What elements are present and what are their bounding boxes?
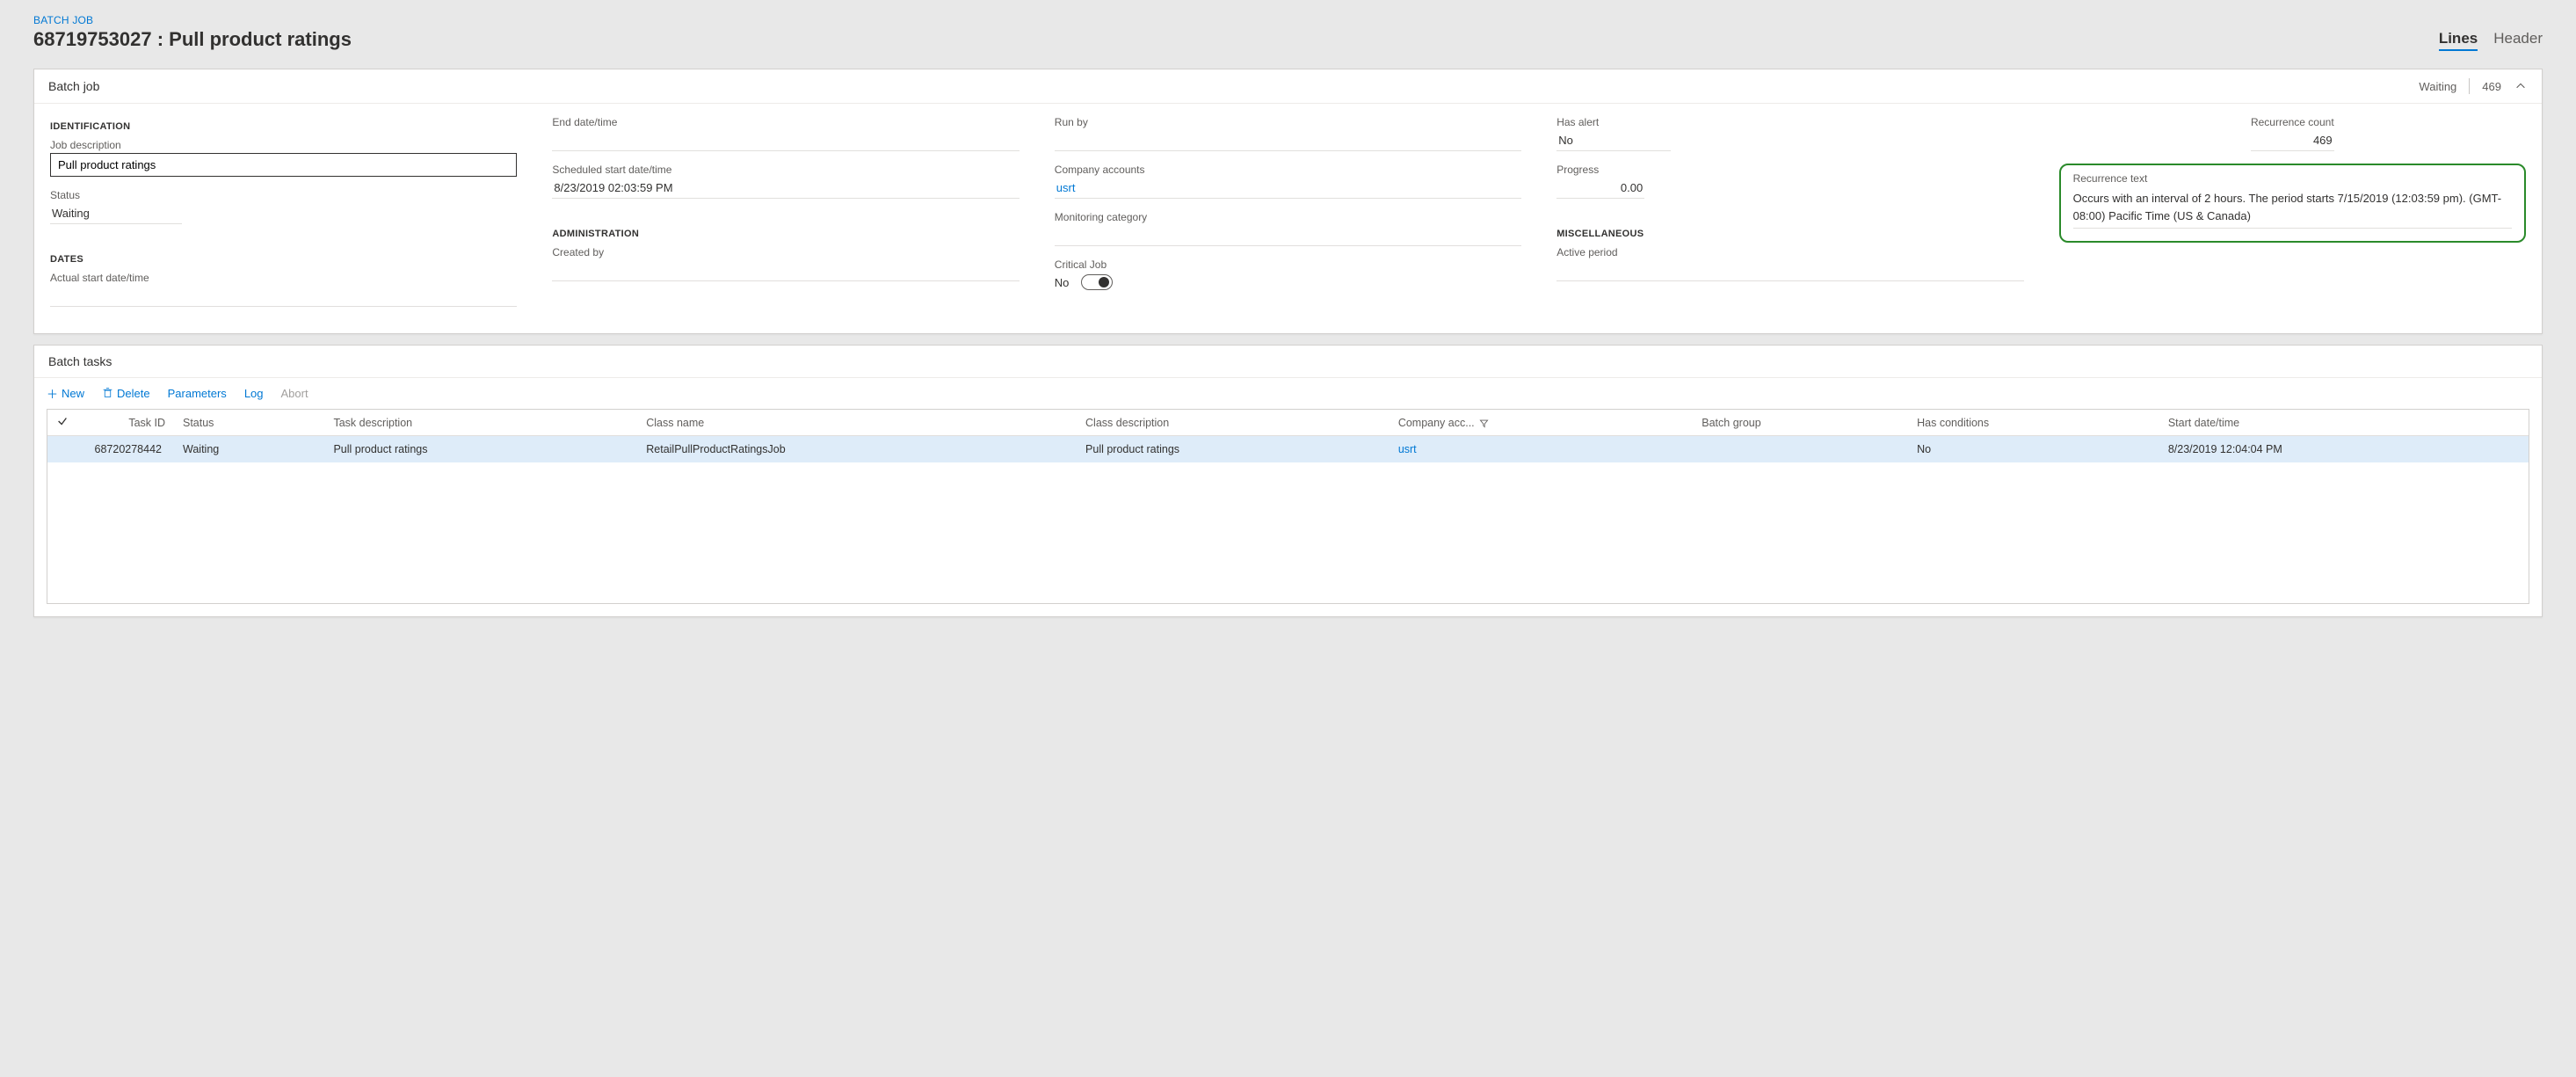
value-active-period <box>1556 260 2023 281</box>
label-recurrence-count: Recurrence count <box>2251 116 2334 128</box>
cell-has-conditions: No <box>1908 436 2159 463</box>
tasks-table: Task ID Status Task description Class na… <box>47 410 2529 462</box>
row-select[interactable] <box>47 436 77 463</box>
trash-icon <box>102 387 113 401</box>
cell-start-date: 8/23/2019 12:04:04 PM <box>2159 436 2529 463</box>
col-class-name[interactable]: Class name <box>637 410 1077 436</box>
cell-task-description: Pull product ratings <box>324 436 637 463</box>
col-select[interactable] <box>47 410 77 436</box>
col-identification: IDENTIFICATION Job description Status Wa… <box>50 116 517 312</box>
label-monitoring-category: Monitoring category <box>1055 211 1521 223</box>
new-label: New <box>62 387 84 400</box>
col-run: Run by Company accounts usrt Monitoring … <box>1055 116 1521 312</box>
toggle-critical-job[interactable] <box>1081 274 1113 290</box>
cell-company-accounts[interactable]: usrt <box>1390 436 1693 463</box>
value-scheduled-start: 8/23/2019 02:03:59 PM <box>552 178 1019 199</box>
col-start-date[interactable]: Start date/time <box>2159 410 2529 436</box>
table-row[interactable]: 68720278442 Waiting Pull product ratings… <box>47 436 2529 463</box>
col-class-description[interactable]: Class description <box>1077 410 1390 436</box>
value-status: Waiting <box>50 203 182 224</box>
batch-tasks-title: Batch tasks <box>48 354 112 368</box>
group-identification: IDENTIFICATION <box>50 121 517 132</box>
col-dates-admin: End date/time Scheduled start date/time … <box>552 116 1019 312</box>
label-has-alert: Has alert <box>1556 116 1671 128</box>
col-company-accounts-label: Company acc... <box>1398 417 1475 429</box>
batch-job-form: IDENTIFICATION Job description Status Wa… <box>34 104 2542 333</box>
label-active-period: Active period <box>1556 246 2023 258</box>
summary-count: 469 <box>2482 80 2501 93</box>
tasks-grid: Task ID Status Task description Class na… <box>47 409 2529 604</box>
view-tabs: Lines Header <box>2439 30 2543 51</box>
input-job-description[interactable] <box>50 153 517 177</box>
new-button[interactable]: ＋ New <box>47 385 84 402</box>
label-progress: Progress <box>1556 164 1644 176</box>
col-batch-group[interactable]: Batch group <box>1693 410 1908 436</box>
cell-class-description: Pull product ratings <box>1077 436 1390 463</box>
value-progress: 0.00 <box>1556 178 1644 199</box>
breadcrumb[interactable]: BATCH JOB <box>33 14 2543 26</box>
label-run-by: Run by <box>1055 116 1521 128</box>
tasks-toolbar: ＋ New Delete Parameters Log Abort <box>34 378 2542 409</box>
col-has-conditions[interactable]: Has conditions <box>1908 410 2159 436</box>
recurrence-highlight: Recurrence text Occurs with an interval … <box>2059 164 2526 243</box>
label-recurrence-text: Recurrence text <box>2073 172 2512 185</box>
value-actual-start <box>50 286 517 307</box>
checkmark-icon <box>56 418 69 430</box>
batch-job-card: Batch job Waiting 469 IDENTIFICATION Job… <box>33 69 2543 334</box>
delete-button[interactable]: Delete <box>102 387 150 401</box>
value-has-alert: No <box>1556 130 1671 151</box>
batch-tasks-card: Batch tasks ＋ New Delete Parameters Log … <box>33 345 2543 617</box>
label-end-date: End date/time <box>552 116 1019 128</box>
plus-icon: ＋ <box>47 385 58 402</box>
col-task-id[interactable]: Task ID <box>77 410 174 436</box>
group-dates: DATES <box>50 254 517 265</box>
value-critical-job: No <box>1055 276 1070 289</box>
label-actual-start: Actual start date/time <box>50 272 517 284</box>
page-header: BATCH JOB 68719753027 : Pull product rat… <box>7 0 2569 58</box>
label-created-by: Created by <box>552 246 1019 258</box>
value-run-by <box>1055 130 1521 151</box>
value-end-date <box>552 130 1019 151</box>
value-company-accounts[interactable]: usrt <box>1055 178 1521 199</box>
filter-icon[interactable] <box>1479 418 1489 428</box>
divider <box>2469 78 2470 94</box>
log-button[interactable]: Log <box>244 387 264 400</box>
label-scheduled-start: Scheduled start date/time <box>552 164 1019 176</box>
tab-header[interactable]: Header <box>2493 30 2543 51</box>
group-miscellaneous: MISCELLANEOUS <box>1556 229 2023 239</box>
batch-job-card-header: Batch job Waiting 469 <box>34 69 2542 104</box>
parameters-button[interactable]: Parameters <box>168 387 227 400</box>
label-job-description: Job description <box>50 139 517 151</box>
cell-batch-group <box>1693 436 1908 463</box>
col-misc: Has alert No Progress 0.00 MISCELLANEOUS… <box>1556 116 2023 312</box>
value-recurrence-text: Occurs with an interval of 2 hours. The … <box>2073 186 2512 229</box>
tab-lines[interactable]: Lines <box>2439 30 2478 51</box>
grid-empty-space <box>47 462 2529 603</box>
chevron-up-icon[interactable] <box>2514 79 2528 93</box>
col-task-description[interactable]: Task description <box>324 410 637 436</box>
cell-class-name: RetailPullProductRatingsJob <box>637 436 1077 463</box>
value-recurrence-count: 469 <box>2251 130 2334 151</box>
col-recurrence: Recurrence count 469 Recurrence text Occ… <box>2059 116 2526 312</box>
page-root: BATCH JOB 68719753027 : Pull product rat… <box>0 0 2576 617</box>
col-company-accounts[interactable]: Company acc... <box>1390 410 1693 436</box>
label-company-accounts: Company accounts <box>1055 164 1521 176</box>
value-monitoring-category <box>1055 225 1521 246</box>
value-created-by <box>552 260 1019 281</box>
delete-label: Delete <box>117 387 150 400</box>
batch-job-title: Batch job <box>48 79 99 93</box>
abort-button: Abort <box>281 387 308 400</box>
label-status: Status <box>50 189 182 201</box>
batch-job-summary: Waiting 469 <box>2419 78 2528 94</box>
title-row: 68719753027 : Pull product ratings Lines… <box>33 28 2543 51</box>
cell-status: Waiting <box>174 436 324 463</box>
cell-task-id: 68720278442 <box>77 436 174 463</box>
summary-status: Waiting <box>2419 80 2456 93</box>
batch-tasks-header: Batch tasks <box>34 346 2542 378</box>
col-status[interactable]: Status <box>174 410 324 436</box>
page-title: 68719753027 : Pull product ratings <box>33 28 352 51</box>
group-administration: ADMINISTRATION <box>552 229 1019 239</box>
label-critical-job: Critical Job <box>1055 258 1521 271</box>
